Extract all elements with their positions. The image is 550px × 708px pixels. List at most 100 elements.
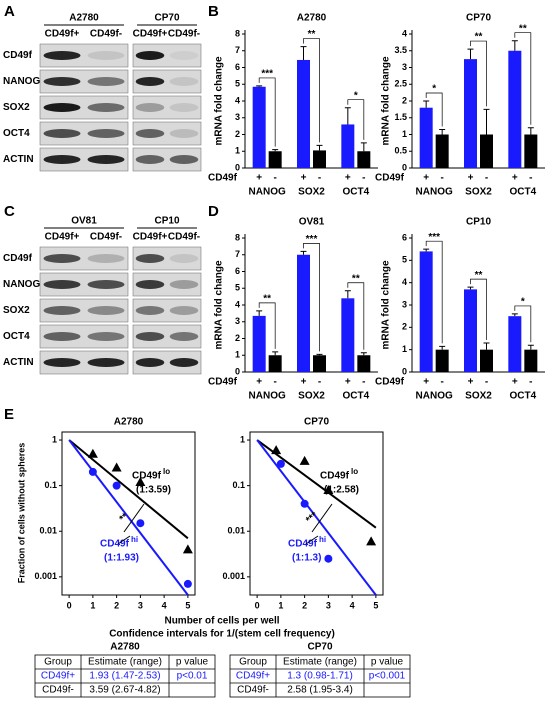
error-bar	[256, 310, 263, 316]
cell-line: CP70	[154, 13, 179, 24]
y-tick-label: 0.1	[44, 480, 57, 490]
significance: **	[263, 294, 271, 305]
bar	[252, 315, 266, 372]
table-header: p value	[371, 657, 404, 668]
y-tick-label: 0.001	[222, 571, 245, 581]
y-tick-label: 3	[402, 299, 407, 309]
row-label: NANOG	[3, 76, 40, 87]
annotation-arrow	[305, 535, 319, 545]
significance-bracket	[347, 99, 365, 140]
cell-line: A2780	[69, 13, 99, 24]
error-bar	[300, 250, 307, 255]
chart-title: A2780	[297, 13, 327, 24]
group-sign: -	[440, 173, 443, 184]
point	[135, 477, 146, 487]
series-label: CD49f	[100, 539, 130, 550]
blot-strip	[39, 272, 129, 297]
blot-strip	[132, 69, 202, 94]
table-header: p value	[176, 657, 209, 668]
blot-strip	[39, 350, 129, 375]
error-bar	[344, 107, 351, 125]
group-sign: +	[301, 377, 307, 388]
table-cell: 2.58 (1.95-3.4)	[287, 685, 353, 696]
x-tick-label: 3	[138, 600, 143, 610]
band	[43, 332, 81, 341]
panel-label: C	[4, 203, 15, 220]
significance-bracket	[425, 92, 443, 127]
y-axis-label: mRNA fold change	[381, 260, 392, 350]
band	[135, 155, 165, 164]
bar	[524, 349, 538, 372]
bar	[341, 124, 355, 168]
group-label: CD49f	[375, 377, 405, 388]
bar	[524, 134, 538, 168]
blot-strip	[132, 246, 202, 271]
y-tick-label: 0.5	[394, 146, 407, 156]
bar	[508, 316, 522, 372]
cell-line: CP10	[154, 216, 179, 227]
band	[169, 51, 199, 60]
band	[43, 155, 81, 164]
y-tick-label: 5	[235, 79, 240, 89]
category-label: OCT4	[509, 391, 536, 402]
category-label: SOX2	[465, 391, 492, 402]
point	[366, 536, 377, 546]
group-sign: +	[301, 173, 307, 184]
bar	[464, 59, 477, 168]
band	[43, 51, 81, 60]
annotation: **	[118, 511, 131, 524]
series-label-sup: hi	[319, 535, 326, 544]
band	[135, 103, 165, 112]
x-tick-label: 2	[302, 600, 307, 610]
y-tick-label: 3	[235, 112, 240, 122]
bar	[297, 59, 310, 168]
y-tick-label: 1	[235, 350, 240, 360]
error-bar	[316, 144, 323, 151]
y-tick-label: 4	[235, 95, 240, 105]
significance-bracket	[258, 302, 276, 349]
bar	[480, 349, 493, 372]
band	[87, 129, 125, 138]
chart-title: CP70	[304, 417, 329, 428]
table-frame	[34, 654, 216, 698]
row-label: SOX2	[3, 102, 30, 113]
error-bar	[360, 142, 367, 152]
y-tick-label: 7	[235, 45, 240, 55]
series-ratio: (1:1.3)	[292, 553, 321, 564]
error-bar	[527, 344, 534, 350]
blot-strip	[39, 298, 129, 323]
error-bar	[483, 342, 490, 350]
y-axis-label: Fraction of cells without spheres	[16, 443, 26, 584]
band	[43, 77, 81, 86]
table-cell: p<0.01	[177, 671, 208, 682]
x-tick-label: 1	[90, 600, 95, 610]
series-label-sup: hi	[131, 535, 138, 544]
band	[43, 280, 81, 289]
table-frame	[229, 654, 411, 698]
panel-label: D	[208, 203, 219, 220]
group-sign: +	[423, 377, 429, 388]
blot-strip	[39, 324, 129, 349]
significance-bracket	[470, 278, 487, 340]
band	[169, 103, 199, 112]
band	[169, 280, 199, 289]
blot-strip	[132, 298, 202, 323]
point	[183, 579, 192, 588]
error-bar	[316, 353, 323, 356]
significance-bracket	[347, 282, 365, 350]
y-tick-label: 8	[235, 28, 240, 38]
fit-line	[256, 439, 377, 529]
significance: ***	[428, 232, 440, 243]
blot-strip	[39, 95, 129, 120]
lane-label: CD49f+	[45, 232, 80, 243]
fit-line	[68, 439, 189, 596]
series-ratio: (1:2.58)	[324, 485, 359, 496]
group-sign: +	[256, 173, 262, 184]
band	[135, 129, 165, 138]
y-tick-label: 2	[402, 322, 407, 332]
significance: *	[354, 90, 358, 101]
band	[135, 306, 165, 315]
point	[111, 462, 122, 472]
blot-strip	[39, 121, 129, 146]
significance-bracket	[470, 40, 487, 107]
